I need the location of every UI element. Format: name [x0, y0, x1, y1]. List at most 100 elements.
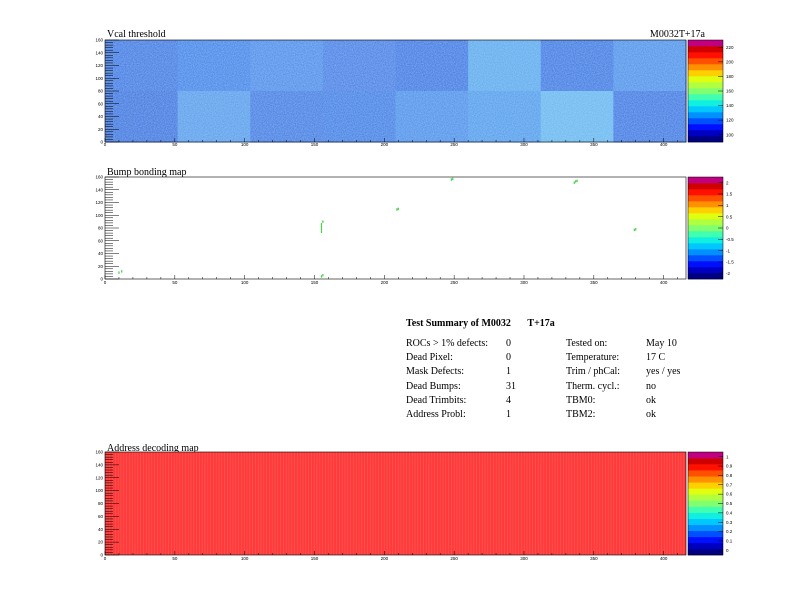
colorbar-segment [688, 58, 723, 65]
summary-row: Dead Pixel: 0 Temperature: 17 C [406, 351, 706, 365]
summary-table: ROCs > 1% defects: 0 Tested on: May 10 Dead … [406, 337, 706, 422]
x-tick-label: 250 [450, 556, 458, 561]
y-tick-label: 40 [98, 527, 104, 532]
colorbar-segment [688, 40, 723, 47]
colorbar: 0 0.1 0.2 0.3 0.4 0.5 0.6 0.7 0.8 0.9 1 [687, 451, 733, 556]
defect-pixel [322, 273, 324, 277]
x-tick-label: 0 [104, 280, 107, 285]
colorbar-segment [688, 464, 723, 471]
module-label: M0032T+17a [650, 29, 706, 40]
colorbar-segment [688, 243, 723, 250]
colorbar-segment [688, 189, 723, 196]
panel-axes: 0 20 40 60 80 100 120 140 160 0 50 100 150 200 250 300 3… [95, 38, 687, 147]
colorbar-segment [688, 136, 723, 143]
x-tick-label: 150 [311, 142, 319, 147]
colorbar-segment [688, 488, 723, 495]
summary-value: 1 [506, 366, 511, 378]
x-tick-label: 0 [104, 142, 107, 147]
x-tick-label: 250 [450, 142, 458, 147]
x-tick-label: 100 [241, 280, 249, 285]
colorbar-segment [688, 470, 723, 477]
colorbar-frame [687, 451, 724, 556]
summary-value: ok [646, 408, 656, 420]
defect-pixel [320, 222, 323, 226]
summary-value: 1 [506, 408, 511, 420]
defect-points [118, 177, 637, 278]
colorbar-segment [688, 70, 723, 77]
defect-pixel [633, 228, 635, 232]
colorbar-tick-label: -0.5 [726, 237, 734, 242]
colorbar-segment [688, 530, 723, 538]
colorbar-segment [688, 482, 723, 489]
chart-title: Vcal threshold [107, 29, 166, 40]
colorbar-segment [688, 106, 723, 113]
colorbar-tick-label: 180 [726, 74, 734, 79]
summary-title: Test Summary of M0032 T+17a [406, 317, 706, 331]
colorbar-segment [688, 213, 723, 220]
colorbar-tick-label: -1.5 [726, 260, 734, 265]
summary-label: Address Probl: [406, 408, 466, 420]
colorbar-tick-label: 0.5 [726, 214, 733, 219]
x-tick-label: 50 [172, 556, 178, 561]
y-tick-label: 0 [100, 553, 103, 558]
summary-row: Dead Trimbits: 4 TBM0: ok [406, 394, 706, 408]
colorbar-tick-label: 0.3 [726, 520, 733, 525]
summary-value: no [646, 380, 656, 392]
colorbar-tick-label: 1.5 [726, 192, 733, 197]
summary-value: May 10 [646, 338, 677, 349]
plot-frame [104, 451, 687, 556]
y-tick-label: 0 [100, 140, 103, 145]
plot-frame [104, 39, 687, 143]
colorbar-segment [688, 506, 723, 513]
summary-title-module: Test Summary of M0032 [406, 318, 511, 329]
colorbar-tick-label: 0.4 [726, 510, 733, 515]
y-tick-label: 120 [95, 200, 103, 205]
defect-pixel [397, 207, 399, 211]
defect-pixel [121, 270, 123, 273]
colorbar-segment [688, 524, 723, 532]
y-tick-label: 20 [98, 540, 104, 545]
x-tick-label: 350 [590, 556, 598, 561]
colorbar-tick-label: 0.8 [726, 473, 733, 478]
colorbar-frame [687, 39, 724, 143]
colorbar-tick-label: 1 [726, 203, 729, 208]
y-tick-label: 80 [98, 501, 104, 506]
colorbar-tick-label: 160 [726, 89, 734, 94]
summary-label: Temperature: [566, 352, 620, 364]
summary-label: Tested on: [566, 338, 608, 349]
colorbar-segment [688, 207, 723, 214]
colorbar-segment [688, 64, 723, 71]
panel-axes: 0 20 40 60 80 100 120 140 160 0 50 100 150 200 250 300 3… [95, 450, 687, 561]
colorbar-segment [688, 476, 723, 483]
colorbar-segment [688, 100, 723, 107]
summary-value: 0 [506, 338, 511, 349]
colorbar-tick-label: 0.1 [726, 539, 733, 544]
chart-title: Address decoding map [107, 443, 199, 454]
colorbar-segment [688, 76, 723, 83]
colorbar-segment [688, 225, 723, 232]
defect-pixel [320, 230, 323, 234]
y-tick-label: 40 [98, 251, 104, 256]
x-tick-label: 400 [660, 142, 668, 147]
x-tick-label: 50 [172, 142, 178, 147]
colorbar-segment [688, 52, 723, 59]
colorbar-tick-label: 0.6 [726, 492, 733, 497]
y-tick-label: 100 [95, 488, 103, 493]
x-tick-label: 150 [311, 556, 319, 561]
y-tick-label: 60 [98, 101, 104, 106]
column-texture [106, 452, 685, 555]
colorbar-segment [688, 273, 723, 280]
colorbar-segment [688, 112, 723, 119]
y-tick-label: 120 [95, 63, 103, 68]
colorbar-segment [688, 118, 723, 125]
y-tick-label: 160 [95, 38, 103, 43]
colorbar-tick-label: 1 [726, 454, 729, 459]
colorbar-tick-label: 0.2 [726, 529, 733, 534]
defect-pixel [118, 271, 120, 274]
colorbar-segment [688, 458, 723, 465]
chart-title: Bump bonding map [107, 167, 186, 178]
colorbar-segment [688, 46, 723, 53]
colorbar-tick-label: 100 [726, 132, 734, 137]
colorbar-tick-label: 0.7 [726, 482, 733, 487]
colorbar-tick-label: 140 [726, 103, 734, 108]
